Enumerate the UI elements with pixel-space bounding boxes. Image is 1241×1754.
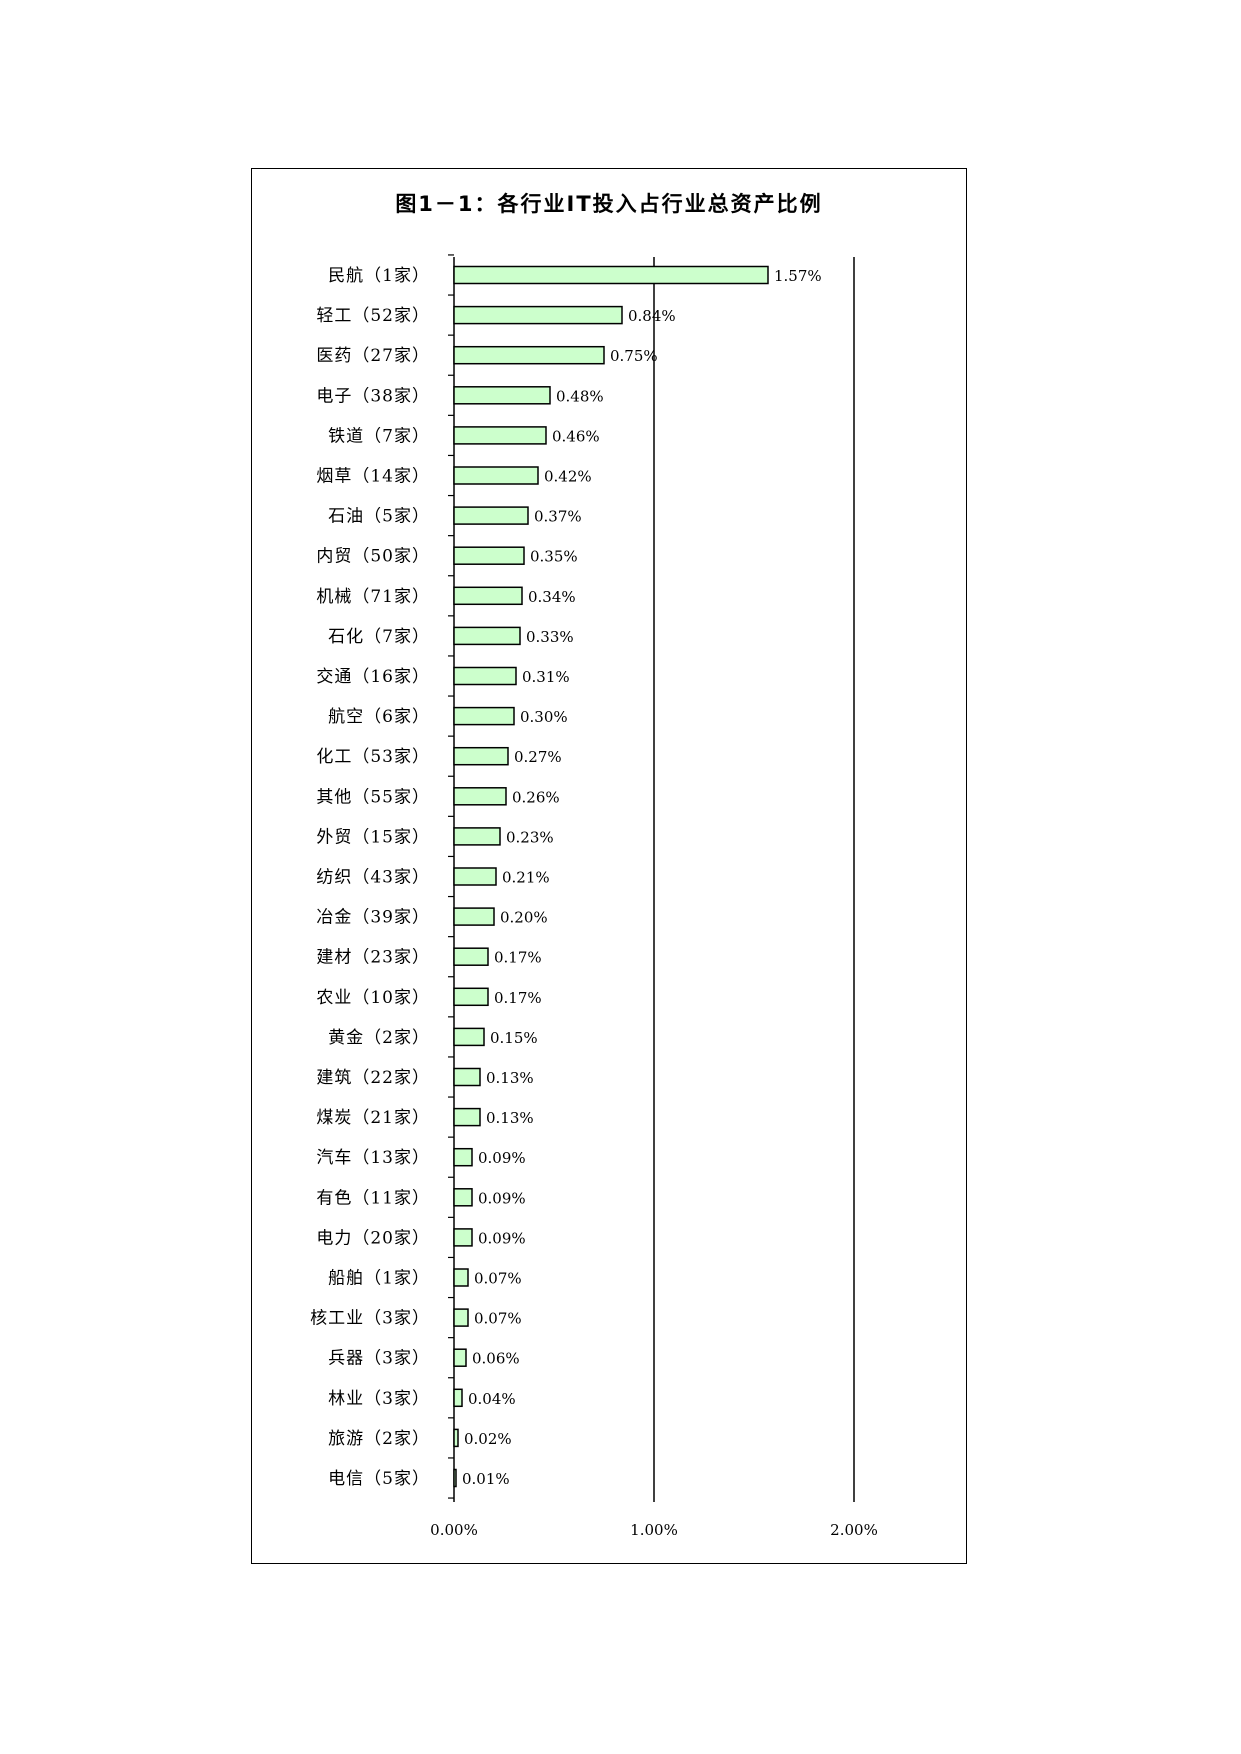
category-label: 轻工（52家） <box>316 306 430 326</box>
bar <box>453 787 507 806</box>
category-label: 电子（38家） <box>316 386 430 406</box>
bar <box>453 706 515 726</box>
category-label: 有色（11家） <box>316 1188 430 1208</box>
data-label: 0.07% <box>474 1310 522 1328</box>
data-label: 0.84% <box>628 307 676 325</box>
data-label: 0.13% <box>486 1069 534 1087</box>
data-label: 0.09% <box>478 1229 526 1247</box>
bar <box>453 1228 473 1247</box>
x-tick-label: 1.00% <box>630 1521 678 1539</box>
bar <box>453 305 623 325</box>
data-label: 0.35% <box>530 548 578 566</box>
category-label: 煤炭（21家） <box>316 1108 430 1128</box>
bar <box>453 1308 469 1327</box>
data-label: 0.15% <box>490 1029 538 1047</box>
category-label: 石化（7家） <box>328 627 430 647</box>
bar <box>453 466 539 485</box>
chart-title: 图1－1：各行业IT投入占行业总资产比例 <box>395 192 823 216</box>
data-label: 0.09% <box>478 1149 526 1167</box>
bar <box>453 265 769 285</box>
bar <box>453 907 495 926</box>
data-label: 0.09% <box>478 1189 526 1207</box>
category-label: 电力（20家） <box>316 1228 430 1248</box>
bar <box>453 626 521 646</box>
category-label: 冶金（39家） <box>316 908 430 928</box>
data-label: 0.48% <box>556 387 604 405</box>
data-label: 0.23% <box>506 828 554 846</box>
bar <box>453 426 547 445</box>
data-label: 0.26% <box>512 788 560 806</box>
category-label: 石油（5家） <box>328 507 430 527</box>
category-label: 内贸（50家） <box>316 547 430 567</box>
data-label: 0.34% <box>528 588 576 606</box>
category-label: 铁道（7家） <box>328 426 430 446</box>
data-label: 0.06% <box>472 1350 520 1368</box>
bar <box>453 546 525 565</box>
data-label: 0.07% <box>474 1270 522 1288</box>
category-label: 建材（23家） <box>316 948 430 968</box>
bar <box>453 1188 473 1207</box>
data-label: 0.21% <box>502 869 550 887</box>
bar <box>453 1067 481 1087</box>
data-label: 0.33% <box>526 628 574 646</box>
category-label: 医药（27家） <box>316 346 430 366</box>
data-label: 0.01% <box>462 1470 510 1488</box>
category-label: 旅游（2家） <box>328 1429 430 1449</box>
x-tick-label: 0.00% <box>430 1521 478 1539</box>
bar <box>453 1468 457 1488</box>
bar <box>453 386 551 405</box>
category-label: 建筑（22家） <box>316 1068 430 1088</box>
category-label: 烟草（14家） <box>316 467 430 487</box>
bar <box>453 1107 481 1127</box>
category-label: 黄金（2家） <box>328 1028 430 1048</box>
category-label: 外贸（15家） <box>316 827 430 847</box>
bar <box>453 947 489 966</box>
data-label: 0.17% <box>494 949 542 967</box>
bar <box>453 827 501 846</box>
category-label: 林业（3家） <box>328 1389 430 1409</box>
bar <box>453 1388 463 1408</box>
bar <box>453 1348 467 1367</box>
category-label: 交通（16家） <box>316 667 430 687</box>
bar <box>453 746 509 766</box>
data-label: 1.57% <box>774 267 822 285</box>
bar <box>453 1147 473 1167</box>
category-label: 汽车（13家） <box>316 1148 430 1168</box>
category-label: 兵器（3家） <box>328 1349 430 1369</box>
bar <box>453 987 489 1007</box>
data-label: 0.42% <box>544 468 592 486</box>
category-label: 机械（71家） <box>316 587 430 607</box>
bar <box>453 1027 485 1047</box>
data-label: 0.46% <box>552 427 600 445</box>
category-label: 民航（1家） <box>328 266 430 286</box>
category-label: 电信（5家） <box>328 1469 430 1489</box>
bar <box>453 506 529 525</box>
x-tick-label: 2.00% <box>830 1521 878 1539</box>
data-label: 0.37% <box>534 508 582 526</box>
category-label: 航空（6家） <box>328 707 430 727</box>
category-label: 纺织（43家） <box>316 868 430 888</box>
data-label: 0.27% <box>514 748 562 766</box>
data-label: 0.13% <box>486 1109 534 1127</box>
category-label: 其他（55家） <box>316 787 430 807</box>
category-label: 化工（53家） <box>316 747 430 767</box>
bar <box>453 1268 469 1287</box>
category-label: 核工业（3家） <box>310 1309 430 1329</box>
data-label: 0.17% <box>494 989 542 1007</box>
data-label: 0.75% <box>610 347 658 365</box>
bar <box>453 586 523 606</box>
data-label: 0.04% <box>468 1390 516 1408</box>
bar <box>453 666 517 686</box>
chart-frame <box>251 168 967 1564</box>
category-label: 船舶（1家） <box>328 1269 430 1289</box>
data-label: 0.02% <box>464 1430 512 1448</box>
bar <box>453 867 497 886</box>
category-label: 农业（10家） <box>316 988 430 1008</box>
data-label: 0.30% <box>520 708 568 726</box>
bar <box>453 345 605 365</box>
data-label: 0.31% <box>522 668 570 686</box>
data-label: 0.20% <box>500 909 548 927</box>
bar <box>453 1428 459 1448</box>
